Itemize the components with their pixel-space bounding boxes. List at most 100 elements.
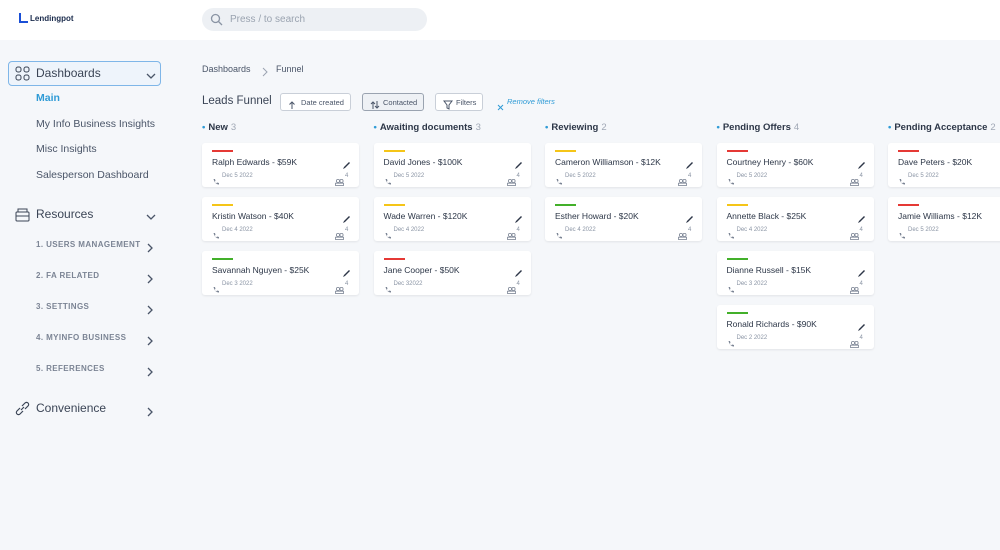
priority-stripe: [555, 150, 576, 152]
active-section-box: [8, 61, 161, 86]
filter-button[interactable]: Contacted: [362, 93, 425, 111]
nav-subitem[interactable]: 4. MYINFO BUSINESS: [36, 333, 127, 342]
people-icon: [335, 173, 344, 191]
column-count: 4: [793, 122, 800, 133]
section-label[interactable]: Convenience: [36, 401, 107, 415]
lead-title: Courtney Henry - $60K: [726, 157, 814, 167]
nav-subitem[interactable]: 2. FA RELATED: [36, 271, 100, 280]
lead-card[interactable]: Dianne Russell - $15K Dec 3 2022 4: [716, 251, 874, 295]
lead-card[interactable]: Annette Black - $25K Dec 4 2022 4: [716, 197, 874, 241]
lead-title: Jane Cooper - $50K: [383, 265, 460, 275]
page-title: Leads Funnel: [202, 95, 272, 107]
people-icon: [849, 281, 859, 299]
breadcrumb-item[interactable]: Dashboards: [202, 64, 251, 74]
lead-card[interactable]: Esther Howard - $20K Dec 4 2022 4: [545, 197, 702, 241]
breadcrumb-separator: [261, 64, 269, 82]
logo[interactable]: Lendingpot: [30, 14, 74, 23]
lead-title: Dave Peters - $20K: [898, 157, 973, 167]
lead-title: Ralph Edwards - $59K: [212, 157, 298, 167]
priority-stripe: [383, 258, 405, 260]
column-name: New: [208, 122, 228, 133]
lead-card[interactable]: Wade Warren - $120K Dec 4 2022 4: [373, 197, 531, 241]
edit-icon: [342, 265, 351, 283]
section-icon: [15, 401, 31, 422]
priority-stripe: [212, 258, 233, 260]
lead-date: Dec 5 2022: [908, 173, 939, 179]
lead-title: Dianne Russell - $15K: [726, 265, 812, 275]
people-count: 4: [859, 227, 863, 233]
remove-icon: [497, 98, 504, 116]
lead-title: Esther Howard - $20K: [555, 211, 639, 221]
people-count: 4: [859, 173, 863, 179]
lead-date: Dec 4 2022: [565, 227, 596, 233]
nav-item[interactable]: Salesperson Dashboard: [36, 169, 149, 181]
phone-icon: [727, 173, 735, 191]
lead-card[interactable]: Kristin Watson - $40K Dec 4 2022 4: [202, 197, 359, 241]
people-count: 4: [688, 173, 692, 179]
people-count: 4: [345, 173, 349, 179]
button-icon: [370, 97, 380, 115]
lead-date: Dec 4 2022: [222, 227, 253, 233]
lead-title: Kristin Watson - $40K: [212, 211, 294, 221]
lead-date: Dec 4 2022: [736, 227, 768, 233]
nav-item[interactable]: Misc Insights: [36, 143, 97, 155]
phone-icon: [727, 335, 735, 353]
button-icon: [443, 97, 453, 115]
nav-subitem[interactable]: 5. REFERENCES: [36, 364, 105, 373]
chevron-right: [146, 333, 154, 351]
edit-icon: [342, 211, 351, 229]
search-box[interactable]: Press / to search: [202, 8, 427, 31]
nav-item[interactable]: Main: [36, 92, 60, 104]
priority-stripe: [898, 150, 919, 152]
edit-icon: [514, 265, 523, 283]
lead-card[interactable]: Ralph Edwards - $59K Dec 5 2022 4: [202, 143, 359, 187]
lead-card[interactable]: David Jones - $100K Dec 5 2022 4: [373, 143, 531, 187]
people-count: 4: [859, 335, 863, 341]
column-header: • New 3: [202, 122, 236, 133]
column-count: 2: [601, 122, 607, 133]
phone-icon: [555, 173, 563, 191]
chevron-down: [146, 69, 156, 87]
lead-card[interactable]: Courtney Henry - $60K Dec 5 2022 4: [716, 143, 874, 187]
breadcrumb-item: Funnel: [276, 64, 304, 74]
priority-stripe: [212, 204, 233, 206]
remove-filters[interactable]: Remove filters: [507, 97, 555, 106]
lead-card[interactable]: Jane Cooper - $50K Dec 32022 4: [373, 251, 531, 295]
lead-date: Dec 5 2022: [565, 173, 596, 179]
chevron-right: [146, 364, 154, 382]
lead-date: Dec 3 2022: [736, 281, 768, 287]
column-count: 2: [990, 122, 996, 133]
edit-icon: [857, 211, 866, 229]
lead-title: Cameron Williamson - $12K: [555, 157, 661, 167]
column-dot: •: [545, 122, 549, 133]
priority-stripe: [383, 150, 405, 152]
column-header: • Reviewing 2: [545, 122, 607, 133]
column-count: 3: [475, 122, 481, 133]
lead-card[interactable]: Savannah Nguyen - $25K Dec 3 2022 4: [202, 251, 359, 295]
nav-subitem[interactable]: 1. USERS MANAGEMENT: [36, 240, 141, 249]
section-label[interactable]: Dashboards: [36, 66, 101, 80]
people-count: 4: [688, 227, 692, 233]
section-label[interactable]: Resources: [36, 207, 94, 221]
people-icon: [335, 281, 344, 299]
phone-icon: [727, 281, 735, 299]
phone-icon: [212, 281, 220, 299]
lead-title: Annette Black - $25K: [726, 211, 807, 221]
filter-button[interactable]: Date created: [280, 93, 351, 111]
priority-stripe: [726, 204, 748, 206]
priority-stripe: [555, 204, 576, 206]
lead-card[interactable]: Cameron Williamson - $12K Dec 5 2022 4: [545, 143, 702, 187]
search-placeholder: Press / to search: [230, 14, 306, 25]
lead-card[interactable]: Ronald Richards - $90K Dec 2 2022 4: [716, 305, 874, 349]
chevron-down: [146, 210, 156, 228]
edit-icon: [514, 157, 523, 175]
people-count: 4: [516, 281, 520, 287]
people-icon: [506, 281, 516, 299]
edit-icon: [857, 319, 866, 337]
nav-subitem[interactable]: 3. SETTINGS: [36, 302, 90, 311]
nav-item[interactable]: My Info Business Insights: [36, 118, 156, 130]
lead-title: Wade Warren - $120K: [383, 211, 468, 221]
